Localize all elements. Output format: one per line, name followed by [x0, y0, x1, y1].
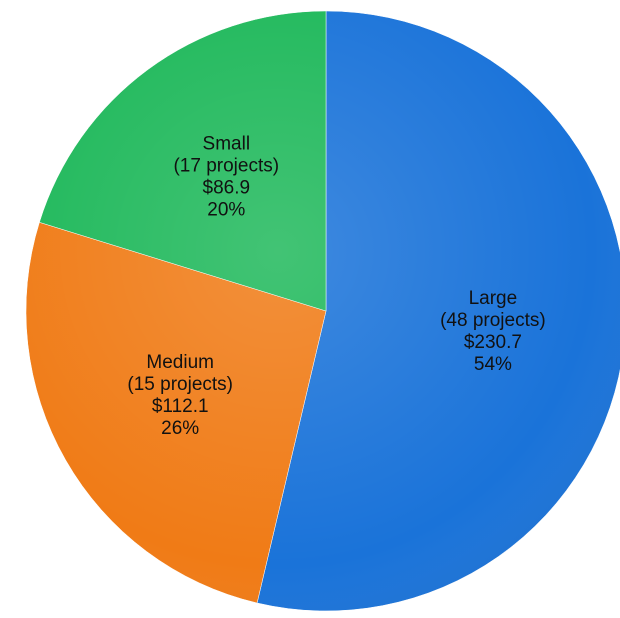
slice-percent: 26%	[161, 418, 199, 439]
slice-projects: (17 projects)	[173, 155, 279, 176]
pie-labels: Large(48 projects)$230.754% Medium(15 pro…	[127, 133, 545, 439]
slice-value: $230.7	[464, 332, 522, 353]
slice-percent: 20%	[207, 199, 245, 220]
slice-percent: 54%	[474, 354, 512, 375]
pie-label-large: Large(48 projects)$230.754%	[440, 288, 546, 375]
slice-name: Small	[203, 133, 251, 154]
slice-value: $112.1	[152, 396, 209, 417]
pie-label-small: Small(17 projects)$86.920%	[173, 133, 279, 220]
slice-projects: (15 projects)	[127, 374, 233, 395]
slice-projects: (48 projects)	[440, 310, 546, 331]
pie-label-medium: Medium(15 projects)$112.126%	[127, 352, 233, 439]
slice-name: Medium	[146, 352, 214, 373]
slice-value: $86.9	[203, 177, 251, 198]
slice-name: Large	[469, 288, 518, 309]
